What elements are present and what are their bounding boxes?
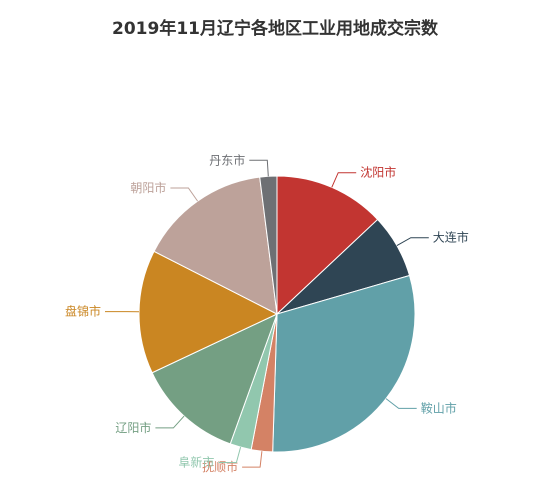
leader-line-slice-8 bbox=[249, 159, 269, 177]
slice-label-slice-2: 鞍山市 bbox=[421, 400, 457, 415]
pie-slice-7[interactable] bbox=[153, 176, 278, 315]
pie-slice-5[interactable] bbox=[151, 313, 278, 445]
pie-slice-2[interactable] bbox=[272, 274, 416, 453]
slice-label-slice-7: 朝阳市 bbox=[130, 180, 166, 195]
leader-line-slice-7 bbox=[170, 187, 199, 202]
leader-line-slice-5 bbox=[155, 415, 185, 429]
pie-slice-6[interactable] bbox=[138, 250, 279, 374]
slice-label-slice-4: 阜新市 bbox=[178, 455, 214, 470]
leader-line-slice-4 bbox=[218, 446, 242, 463]
chart-title: 2019年11月辽宁各地区工业用地成交宗数 bbox=[112, 19, 438, 39]
leader-line-slice-2 bbox=[385, 398, 417, 409]
slice-label-slice-6: 盘锦市 bbox=[65, 304, 101, 319]
leader-line-slice-0 bbox=[331, 172, 357, 188]
leader-line-slice-1 bbox=[396, 237, 429, 247]
slice-label-slice-5: 辽阳市 bbox=[115, 420, 151, 435]
leader-line-slice-3 bbox=[242, 451, 263, 468]
slice-label-slice-8: 丹东市 bbox=[209, 152, 245, 167]
pie-slice-0[interactable] bbox=[276, 175, 379, 316]
slice-label-slice-1: 大连市 bbox=[433, 230, 469, 245]
slice-label-slice-0: 沈阳市 bbox=[360, 165, 396, 180]
